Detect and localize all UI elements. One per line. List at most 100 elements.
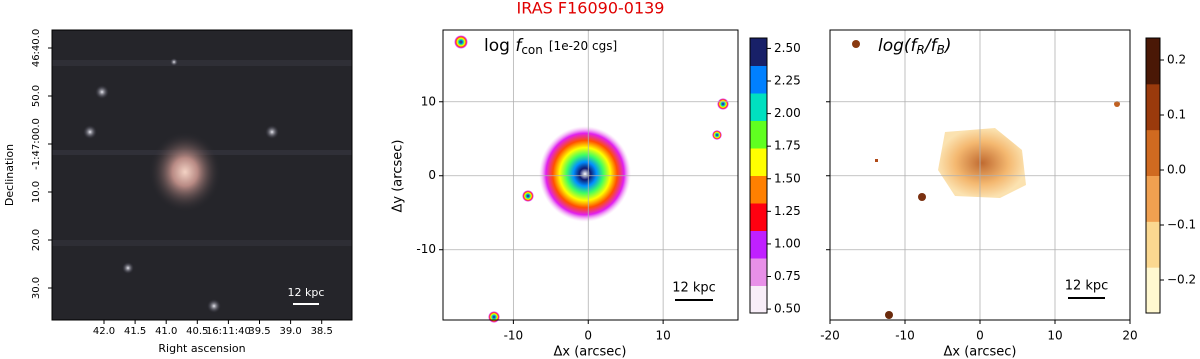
annotation-part: con	[521, 43, 543, 57]
frame	[442, 29, 739, 321]
x-tick-label: 0	[584, 329, 592, 343]
annotation-part: R	[917, 43, 925, 57]
galaxy	[149, 132, 221, 212]
x-axis-label: Right ascension	[158, 342, 245, 355]
colorbar-segment	[750, 285, 767, 314]
source	[712, 130, 722, 140]
y-axis-label: Δy (arcsec)	[391, 140, 406, 213]
star	[207, 299, 221, 313]
colorbar-tick-label: 0.2	[1167, 53, 1186, 67]
colorbar-segment	[1146, 38, 1160, 85]
y-tick-label: 10.0	[31, 181, 42, 203]
star	[83, 125, 97, 139]
colorbar-segment	[1146, 129, 1160, 176]
colorbar-tick-label: 1.75	[774, 139, 801, 153]
x-tick-label: 41.5	[124, 326, 146, 337]
annotation: log fcon [1e-20 cgs]	[484, 36, 617, 57]
x-tick-label: 20	[1122, 329, 1137, 343]
scale-bar-label: 12 kpc	[288, 286, 325, 299]
x-tick-label: 16:11:40	[206, 326, 251, 337]
chart-title: IRAS F16090-0139	[517, 0, 665, 18]
annotation-part: B	[937, 43, 945, 57]
frame	[51, 29, 353, 321]
x-tick-label: -10	[895, 329, 915, 343]
colorbar-segment	[1146, 267, 1160, 314]
y-tick-label: -1:47:00.0	[31, 118, 42, 170]
x-tick-label: 39.5	[248, 326, 270, 337]
colorbar-segment	[750, 148, 767, 176]
colorbar-segment	[750, 120, 767, 149]
colorbar-segment	[750, 93, 767, 121]
y-tick-label: 10	[421, 94, 436, 108]
star	[122, 262, 134, 274]
colorbar-frame	[1145, 37, 1161, 314]
panel-ratio-image	[852, 40, 1120, 319]
stripe	[52, 240, 352, 246]
x-tick-label: 41.0	[155, 326, 177, 337]
colorbar-segment	[750, 258, 767, 286]
colorbar-segment	[750, 38, 767, 66]
source	[918, 193, 926, 201]
colorbar-tick-label: 1.50	[774, 171, 801, 185]
scale-bar-label: 12 kpc	[672, 281, 716, 296]
colorbar-tick-label: 2.50	[774, 41, 801, 55]
galaxy-flux	[539, 126, 631, 222]
source	[852, 40, 860, 48]
annotation-part: log	[484, 36, 515, 56]
x-tick-label: 0	[976, 329, 984, 343]
source	[522, 190, 534, 202]
x-tick-label: 42.0	[93, 326, 115, 337]
y-tick-label: 50.0	[31, 85, 42, 107]
scale-bar-label: 12 kpc	[1065, 279, 1109, 294]
colorbar-segment	[1146, 175, 1160, 222]
colorbar-tick-label: −0.2	[1167, 273, 1196, 287]
frame	[829, 29, 1131, 321]
x-tick-label: 40.5	[186, 326, 208, 337]
source	[885, 311, 893, 319]
colorbar-tick-label: 2.00	[774, 106, 801, 120]
ratio-map	[938, 128, 1026, 198]
x-tick-label: -10	[504, 329, 524, 343]
colorbar-segment	[750, 203, 767, 231]
annotation-part: /f	[923, 36, 940, 56]
panel-sky	[51, 29, 353, 321]
annotation-part: )	[943, 36, 952, 56]
annotation-part: f	[515, 36, 524, 56]
source	[488, 311, 500, 323]
colorbar-segment	[750, 65, 767, 94]
y-tick-label: 20.0	[31, 229, 42, 251]
source	[875, 159, 878, 162]
colorbar-tick-label: 0.0	[1167, 163, 1186, 177]
colorbar-tick-label: 0.50	[774, 302, 801, 316]
colorbar-tick-label: 0.75	[774, 269, 801, 283]
x-tick-label: 10	[1047, 329, 1062, 343]
x-tick-label: 10	[655, 329, 670, 343]
panel-flux-image	[454, 35, 729, 323]
annotation: log(fR/fB)	[878, 36, 951, 57]
star	[95, 85, 109, 99]
x-tick-label: 39.0	[279, 326, 301, 337]
source	[454, 35, 468, 49]
y-tick-label: -10	[416, 242, 436, 256]
colorbar-tick-label: 2.25	[774, 74, 801, 88]
y-tick-label: 30.0	[31, 277, 42, 299]
y-tick-label: 0	[428, 168, 436, 182]
colorbar-tick-label: 1.00	[774, 236, 801, 250]
x-tick-label: 38.5	[311, 326, 333, 337]
stripe	[52, 60, 352, 66]
colorbar-segment	[1146, 83, 1160, 131]
x-axis-label: Δx (arcsec)	[554, 345, 627, 359]
x-axis-label: Δx (arcsec)	[944, 345, 1017, 359]
colorbar-segment	[750, 175, 767, 204]
annotation-part: log(f	[878, 36, 920, 56]
y-axis-label: Declination	[3, 144, 16, 206]
source	[717, 98, 729, 110]
colorbar-tick-label: −0.1	[1167, 218, 1196, 232]
colorbar-frame	[749, 37, 768, 314]
colorbar-tick-label: 0.1	[1167, 108, 1186, 122]
annotation-part: [1e-20 cgs]	[549, 39, 617, 53]
source	[1114, 101, 1120, 107]
star	[265, 125, 279, 139]
y-tick-label: 46:40.0	[31, 29, 42, 67]
